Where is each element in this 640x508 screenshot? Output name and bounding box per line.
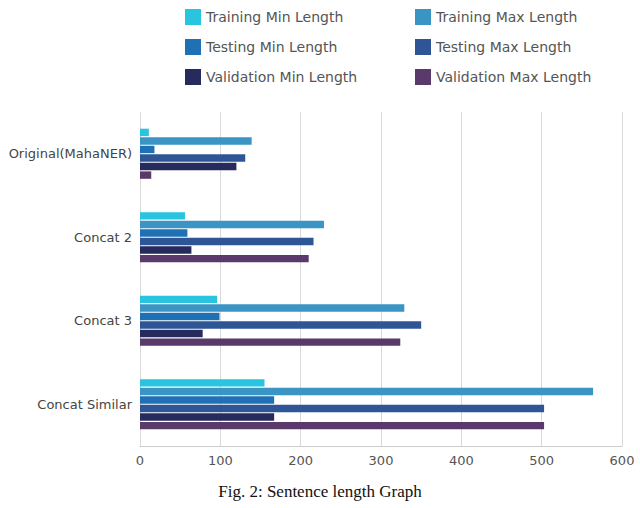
svg-text:Concat 3: Concat 3 <box>74 313 132 328</box>
svg-text:Concat 2: Concat 2 <box>74 230 132 245</box>
svg-text:0: 0 <box>136 453 144 468</box>
svg-text:600: 600 <box>610 453 635 468</box>
svg-text:Validation Max Length: Validation Max Length <box>436 69 591 85</box>
svg-text:Validation Min Length: Validation Min Length <box>206 69 357 85</box>
svg-text:Fig. 2: Sentence length Graph: Fig. 2: Sentence length Graph <box>218 482 422 501</box>
svg-text:Testing Min Length: Testing Min Length <box>205 39 337 55</box>
svg-text:Training Max Length: Training Max Length <box>435 9 577 25</box>
svg-text:400: 400 <box>449 453 474 468</box>
svg-text:Original(MahaNER): Original(MahaNER) <box>9 146 132 161</box>
svg-text:200: 200 <box>288 453 313 468</box>
svg-text:500: 500 <box>529 453 554 468</box>
svg-text:100: 100 <box>208 453 233 468</box>
svg-text:300: 300 <box>369 453 394 468</box>
svg-text:Training Min Length: Training Min Length <box>205 9 343 25</box>
svg-text:Testing Max Length: Testing Max Length <box>435 39 571 55</box>
svg-text:Concat Similar: Concat Similar <box>37 397 132 412</box>
